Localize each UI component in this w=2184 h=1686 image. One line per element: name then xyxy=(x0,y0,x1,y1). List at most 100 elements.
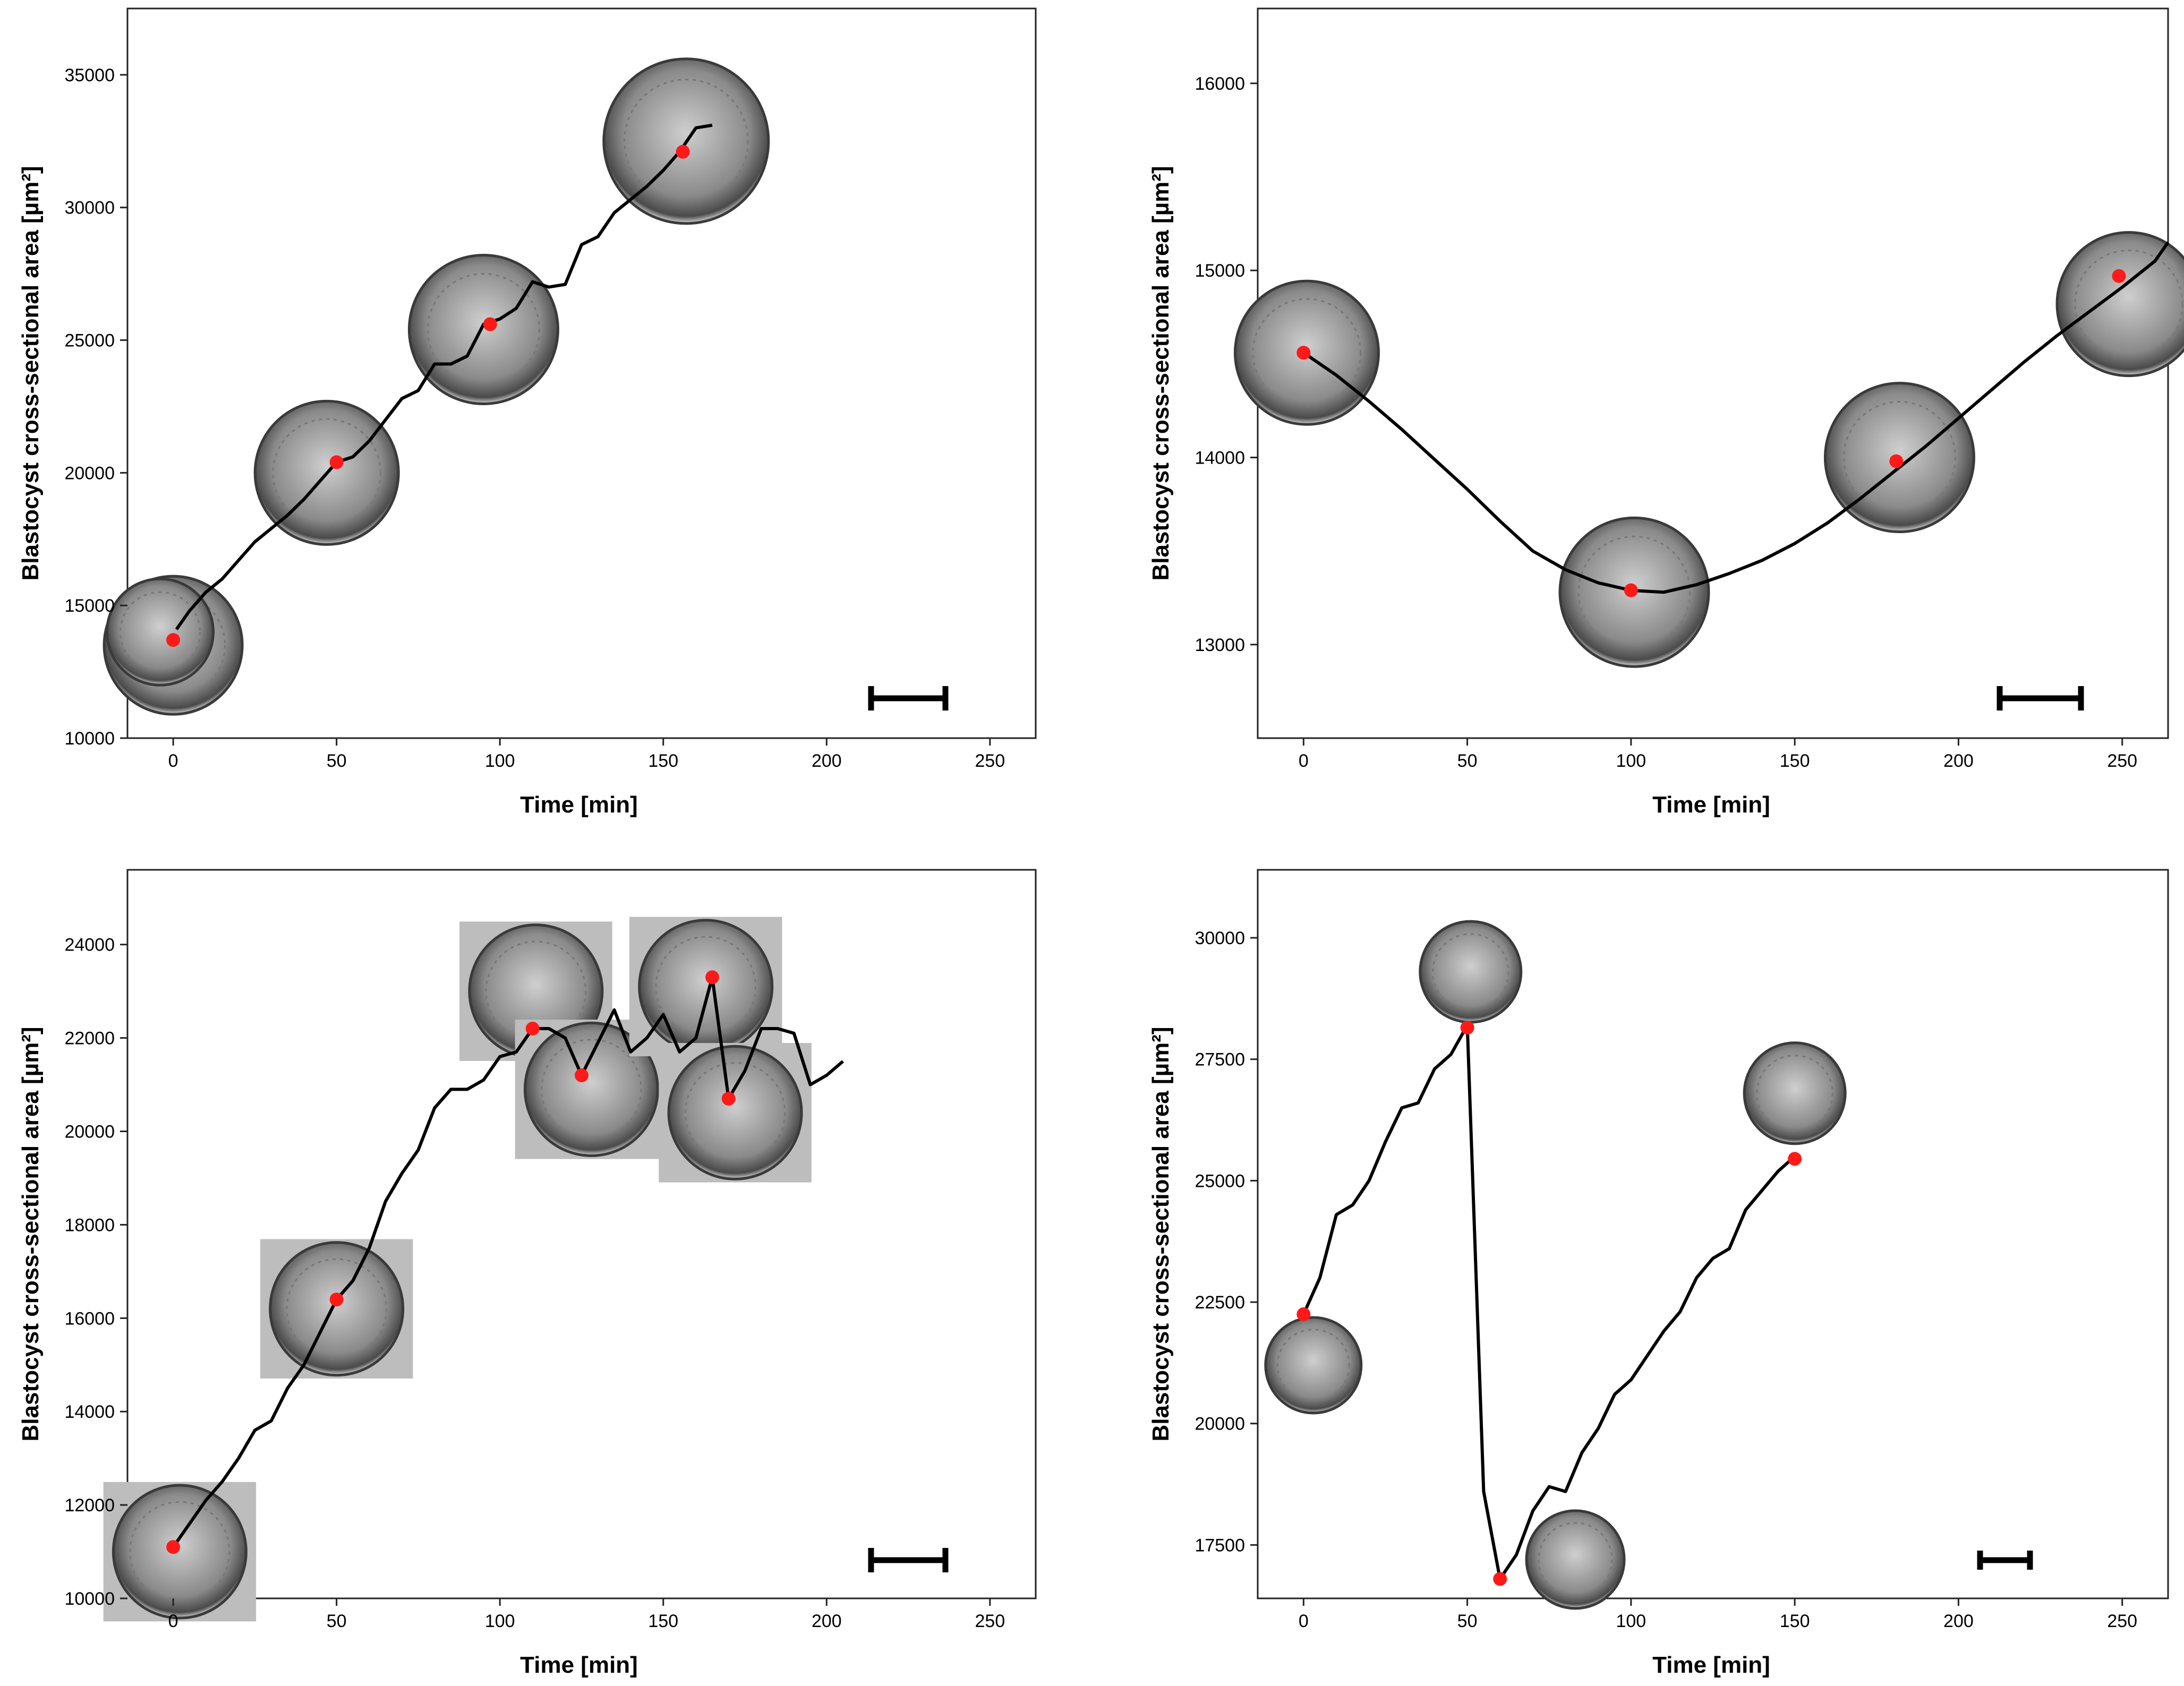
y-tick-label: 14000 xyxy=(64,1402,115,1422)
x-tick-label: 150 xyxy=(648,751,678,771)
highlight-point xyxy=(483,317,497,331)
x-tick-label: 250 xyxy=(975,1611,1005,1631)
y-tick-label: 22000 xyxy=(64,1029,115,1049)
embryo-image xyxy=(1264,1316,1363,1415)
y-tick-label: 20000 xyxy=(64,1122,115,1142)
chart-panel-1: 10000 15000 20000 25000 30000 35000 0 50 100 150 2… xyxy=(18,7,1037,818)
y-tick-label: 15000 xyxy=(1195,261,1245,281)
x-tick-label: 150 xyxy=(1780,1611,1810,1631)
x-tick-label: 250 xyxy=(2107,1611,2137,1631)
embryo-texture xyxy=(1276,1328,1350,1402)
y-tick-label: 20000 xyxy=(64,463,115,483)
y-axis-title: Blastocyst cross-sectional area [µm²] xyxy=(18,166,44,581)
y-tick-label: 20000 xyxy=(1195,1414,1245,1434)
x-tick-label: 50 xyxy=(327,751,347,771)
x-tick-label: 100 xyxy=(485,1611,515,1631)
y-tick-label: 16000 xyxy=(1195,74,1245,94)
chart-panel-3: 10000 12000 14000 16000 18000 20000 22000 24000… xyxy=(18,869,1037,1678)
series-line xyxy=(1302,1023,1796,1581)
highlight-point xyxy=(329,1293,344,1307)
y-tick-label: 18000 xyxy=(64,1215,115,1235)
embryo-texture xyxy=(1538,1522,1613,1597)
x-tick-label: 150 xyxy=(1780,751,1810,771)
highlight-point xyxy=(1788,1152,1802,1166)
highlight-point xyxy=(1296,1307,1311,1321)
embryo-texture xyxy=(272,418,381,528)
y-tick-label: 30000 xyxy=(64,198,115,218)
embryo-texture xyxy=(1252,298,1362,407)
y-tick-label: 30000 xyxy=(1195,928,1245,948)
embryo-texture xyxy=(426,273,540,387)
embryo-texture xyxy=(624,79,749,204)
plot-area xyxy=(126,7,1037,739)
y-tick-label: 14000 xyxy=(1195,448,1245,468)
highlight-point xyxy=(525,1022,540,1036)
embryo-texture xyxy=(1432,933,1509,1011)
embryo-texture xyxy=(129,1501,231,1603)
x-tick-label: 50 xyxy=(1457,751,1478,771)
y-tick-label: 24000 xyxy=(64,935,115,955)
x-tick-label: 0 xyxy=(168,1611,178,1631)
embryo-image xyxy=(1419,920,1523,1024)
plot-area xyxy=(1257,869,2169,1599)
embryo-image xyxy=(523,1021,659,1157)
embryo-image xyxy=(2055,231,2184,378)
x-tick-label: 200 xyxy=(812,1611,842,1631)
x-tick-label: 200 xyxy=(812,751,842,771)
embryo-texture xyxy=(655,936,756,1038)
y-axis-title: Blastocyst cross-sectional area [µm²] xyxy=(18,1027,44,1442)
highlight-point xyxy=(721,1091,736,1106)
y-tick-label: 35000 xyxy=(64,65,115,85)
y-tick-label: 10000 xyxy=(64,1589,115,1609)
embryo-image xyxy=(407,254,559,406)
highlight-point xyxy=(676,144,690,159)
y-tick-label: 27500 xyxy=(1195,1050,1245,1070)
y-axis-title: Blastocyst cross-sectional area [µm²] xyxy=(1148,166,1174,581)
x-tick-label: 50 xyxy=(1457,1611,1478,1631)
highlight-point xyxy=(166,1540,181,1554)
highlight-point xyxy=(1889,454,1904,468)
highlight-point xyxy=(166,633,181,647)
x-tick-label: 50 xyxy=(327,1611,347,1631)
embryo-image xyxy=(269,1241,405,1377)
x-tick-label: 100 xyxy=(485,751,515,771)
y-tick-label: 22500 xyxy=(1195,1293,1245,1313)
x-tick-label: 0 xyxy=(1299,1611,1309,1631)
highlight-point xyxy=(1624,583,1638,597)
y-tick-label: 15000 xyxy=(64,596,115,616)
embryo-texture xyxy=(286,1258,387,1359)
highlight-point xyxy=(575,1068,588,1082)
y-axis-title: Blastocyst cross-sectional area [µm²] xyxy=(1148,1027,1174,1442)
x-tick-label: 0 xyxy=(168,751,178,771)
embryo-texture xyxy=(1577,535,1691,649)
embryo-image xyxy=(667,1045,803,1180)
y-tick-label: 10000 xyxy=(64,729,115,749)
chart-panel-2: 13000 14000 15000 16000 0 50 100 150 200 250 Time … xyxy=(1148,7,2184,818)
embryo-image xyxy=(112,1484,248,1620)
x-axis-title: Time [min] xyxy=(1652,792,1770,818)
highlight-point xyxy=(1460,1021,1474,1035)
embryo-texture xyxy=(485,940,587,1042)
y-tick-label: 13000 xyxy=(1195,635,1245,655)
x-tick-label: 100 xyxy=(1616,751,1646,771)
embryo-image xyxy=(1525,1509,1626,1610)
y-tick-label: 16000 xyxy=(64,1308,115,1329)
embryo-image xyxy=(1743,1041,1847,1145)
x-tick-label: 150 xyxy=(648,1611,678,1631)
embryo-texture xyxy=(541,1039,642,1140)
embryo-texture xyxy=(2074,249,2183,359)
x-axis-title: Time [min] xyxy=(520,792,638,818)
x-tick-label: 200 xyxy=(1943,1611,1974,1631)
x-tick-label: 250 xyxy=(975,751,1005,771)
y-tick-label: 12000 xyxy=(64,1495,115,1516)
y-tick-label: 25000 xyxy=(64,331,115,351)
embryo-texture xyxy=(1756,1054,1833,1132)
highlight-point xyxy=(1493,1572,1507,1586)
series-line xyxy=(1302,241,2170,594)
highlight-point xyxy=(2112,269,2126,283)
x-tick-label: 0 xyxy=(1299,751,1309,771)
embryo-texture xyxy=(121,593,226,698)
y-tick-label: 25000 xyxy=(1195,1171,1245,1191)
series-line xyxy=(175,123,713,630)
